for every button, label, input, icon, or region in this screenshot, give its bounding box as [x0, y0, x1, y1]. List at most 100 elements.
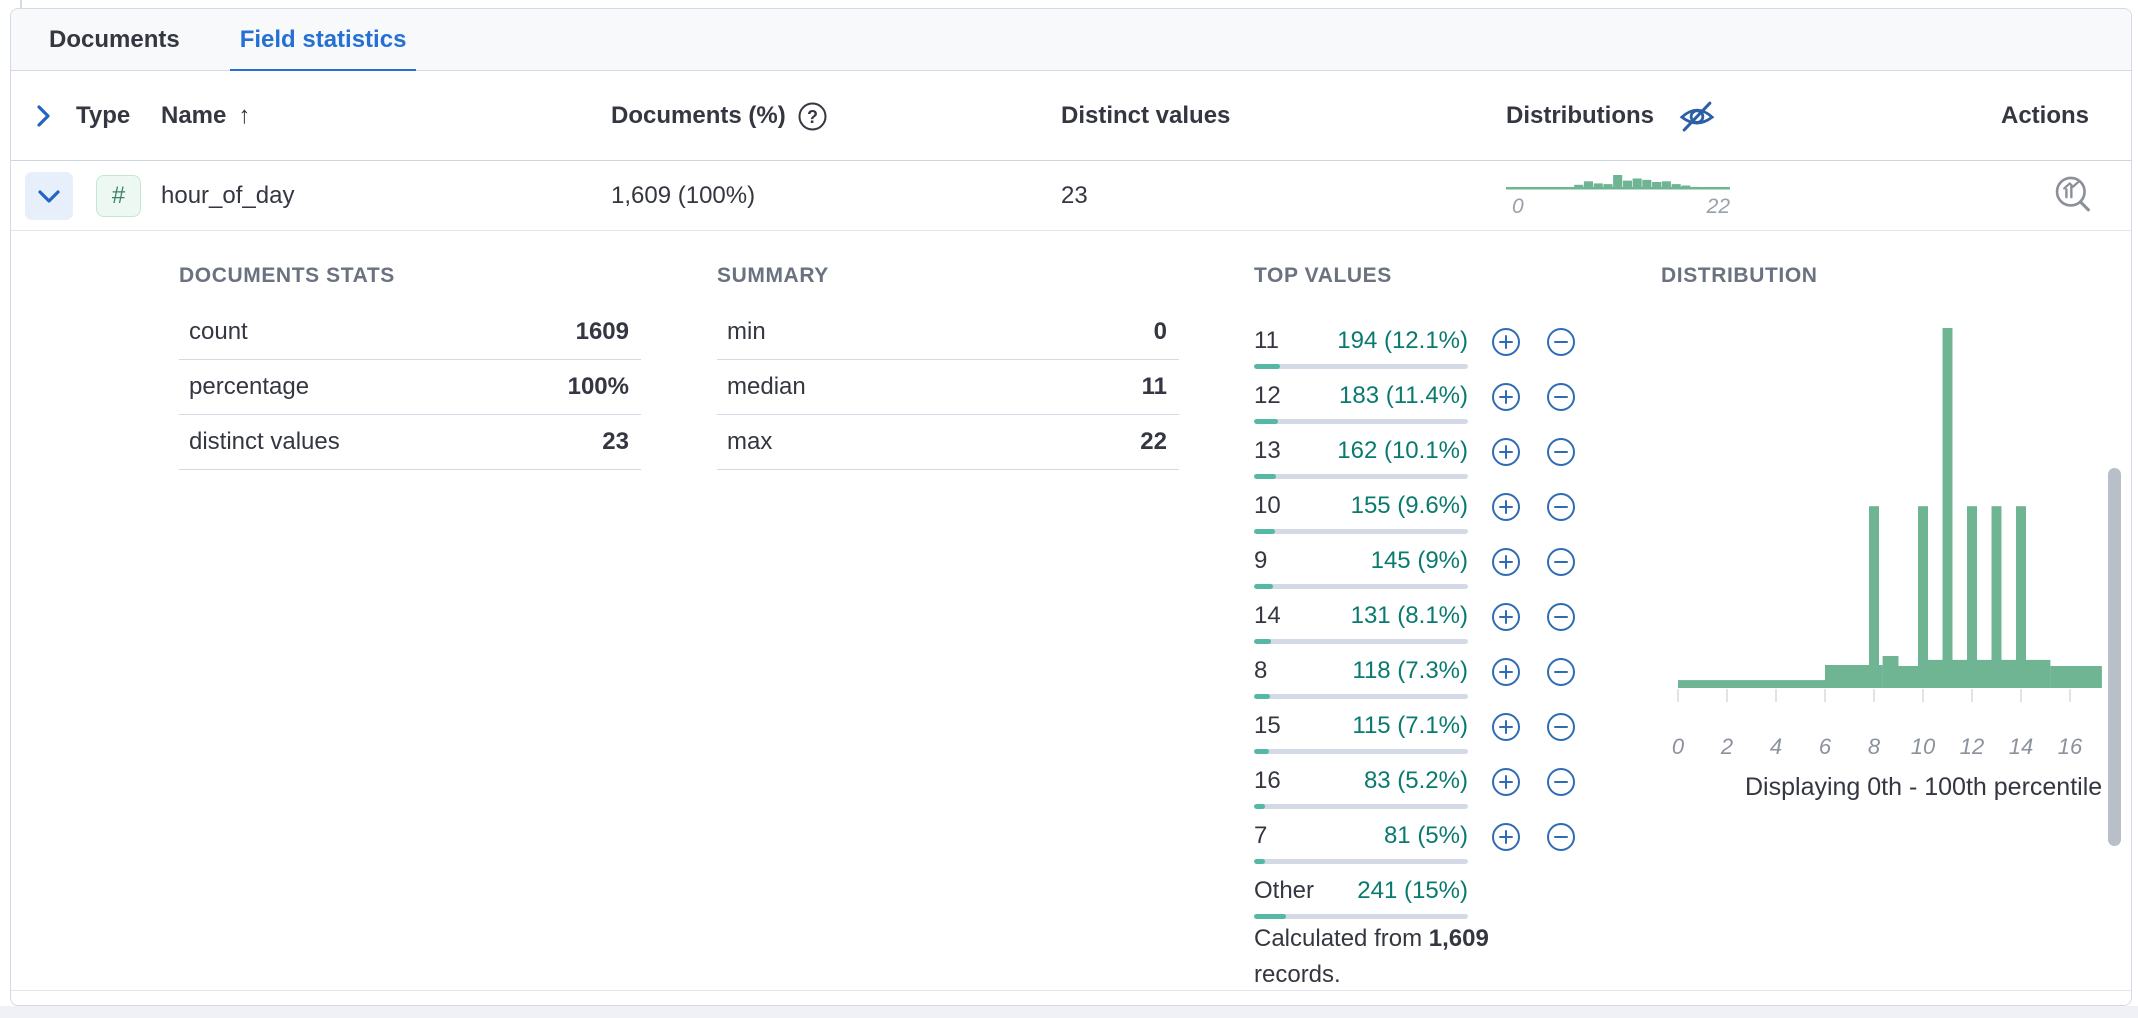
- filter-for-value-icon: [1492, 383, 1520, 411]
- top-value-row: 16 83 (5.2%): [1254, 766, 1468, 816]
- top-value-progress-track: [1254, 529, 1468, 534]
- filter-for-value-button[interactable]: [1491, 547, 1521, 577]
- field-statistics-panel: Documents Field statistics Type Name ↑ D…: [10, 8, 2132, 1006]
- filter-for-value-button[interactable]: [1491, 437, 1521, 467]
- top-value-progress-fill: [1254, 419, 1279, 424]
- top-value-progress-track: [1254, 639, 1468, 644]
- top-value-label: 16: [1254, 767, 1281, 794]
- top-value-progress-track: [1254, 584, 1468, 589]
- filter-out-value-icon: [1547, 328, 1575, 356]
- svg-text:2: 2: [1720, 734, 1733, 759]
- field-name: hour_of_day: [161, 182, 295, 209]
- top-value-count: 115 (7.1%): [1352, 712, 1468, 739]
- top-value-progress-track: [1254, 749, 1468, 754]
- field-distinct-values: 23: [1061, 182, 1088, 209]
- top-value-row: 13 162 (10.1%): [1254, 436, 1468, 486]
- top-value-count: 183 (11.4%): [1339, 382, 1468, 409]
- field-row-hour-of-day[interactable]: # hour_of_day 1,609 (100%) 23 0 22: [11, 161, 2131, 231]
- tab-field-statistics[interactable]: Field statistics: [229, 9, 417, 73]
- filter-for-value-button[interactable]: [1491, 712, 1521, 742]
- svg-text:14: 14: [2009, 734, 2033, 759]
- top-value-progress-fill: [1254, 529, 1275, 534]
- stats-value: 1609: [575, 318, 629, 345]
- top-value-label: 13: [1254, 437, 1281, 464]
- filter-out-value-button[interactable]: [1546, 547, 1576, 577]
- column-header-distributions-label: Distributions: [1506, 102, 1654, 129]
- svg-text:8: 8: [1868, 734, 1881, 759]
- field-mini-distribution: 0 22: [1506, 169, 1730, 231]
- stats-label: min: [727, 318, 766, 345]
- top-value-count: 145 (9%): [1370, 547, 1468, 574]
- filter-for-value-icon: [1492, 713, 1520, 741]
- filter-out-value-button[interactable]: [1546, 712, 1576, 742]
- top-value-progress-track: [1254, 859, 1468, 864]
- top-value-label: 14: [1254, 602, 1281, 629]
- svg-text:4: 4: [1770, 734, 1782, 759]
- field-details-expanded: DOCUMENTS STATS count 1609 percentage 100% d…: [11, 231, 2131, 991]
- top-value-label: 12: [1254, 382, 1281, 409]
- filter-for-value-button[interactable]: [1491, 657, 1521, 687]
- filter-for-value-button[interactable]: [1491, 822, 1521, 852]
- column-header-name-label: Name: [161, 102, 227, 129]
- explore-in-lens-button[interactable]: [2051, 173, 2095, 217]
- filter-out-value-icon: [1547, 603, 1575, 631]
- stats-row: min 0: [717, 305, 1179, 360]
- spark-min-label: 0: [1512, 195, 1524, 218]
- stats-value: 0: [1153, 318, 1167, 345]
- filter-out-value-button[interactable]: [1546, 822, 1576, 852]
- stats-value: 23: [602, 428, 629, 455]
- top-value-row: Other 241 (15%): [1254, 876, 1468, 926]
- expand-all-button[interactable]: [27, 71, 59, 161]
- chevron-down-icon: [38, 190, 60, 203]
- column-header-name[interactable]: Name ↑: [161, 71, 250, 161]
- filter-out-value-button[interactable]: [1546, 327, 1576, 357]
- filter-for-value-icon: [1492, 493, 1520, 521]
- filter-out-value-button[interactable]: [1546, 602, 1576, 632]
- footer-prefix: Calculated from: [1254, 925, 1429, 952]
- distribution-histogram: 0 2 4 6 8 10 12 14 16: [1672, 328, 2102, 759]
- filter-for-value-button[interactable]: [1491, 382, 1521, 412]
- top-value-label: 10: [1254, 492, 1281, 519]
- spark-max-label: 22: [1706, 195, 1730, 218]
- filter-out-value-button[interactable]: [1546, 382, 1576, 412]
- filter-out-value-button[interactable]: [1546, 657, 1576, 687]
- documents-stats-table: count 1609 percentage 100% distinct values 23: [179, 305, 641, 470]
- column-header-type: Type: [76, 102, 131, 129]
- filter-out-value-icon: [1547, 768, 1575, 796]
- collapse-row-button[interactable]: [25, 172, 73, 220]
- field-type-badge-number: #: [96, 175, 141, 217]
- hide-distributions-toggle[interactable]: [1676, 95, 1718, 137]
- stats-row: distinct values 23: [179, 415, 641, 470]
- help-icon[interactable]: ?: [796, 100, 829, 133]
- filter-for-value-button[interactable]: [1491, 492, 1521, 522]
- footer-record-count: 1,609: [1428, 925, 1489, 952]
- top-value-row: 9 145 (9%): [1254, 546, 1468, 596]
- column-header-documents-label: Documents (%): [611, 102, 786, 129]
- top-value-progress-track: [1254, 364, 1468, 369]
- filter-out-value-icon: [1547, 713, 1575, 741]
- vertical-scrollbar-thumb[interactable]: [2108, 468, 2121, 846]
- filter-for-value-button[interactable]: [1491, 767, 1521, 797]
- filter-for-value-icon: [1492, 328, 1520, 356]
- top-value-count: 162 (10.1%): [1337, 437, 1468, 464]
- column-header-documents: Documents (%) ?: [611, 71, 829, 161]
- tab-documents[interactable]: Documents: [49, 25, 180, 53]
- filter-for-value-button[interactable]: [1491, 602, 1521, 632]
- summary-title: SUMMARY: [717, 264, 829, 287]
- top-values-footer: Calculated from 1,609 records.: [1254, 921, 1506, 993]
- filter-out-value-button[interactable]: [1546, 492, 1576, 522]
- top-value-row: 7 81 (5%): [1254, 821, 1468, 871]
- distribution-caption: Displaying 0th - 100th percentiles: [1745, 773, 2102, 801]
- filter-out-value-icon: [1547, 493, 1575, 521]
- stats-label: count: [189, 318, 248, 345]
- filter-for-value-button[interactable]: [1491, 327, 1521, 357]
- filter-for-value-icon: [1492, 438, 1520, 466]
- lens-magnifier-chart-icon: [2055, 176, 2090, 212]
- top-value-count: 194 (12.1%): [1337, 327, 1468, 354]
- top-value-progress-fill: [1254, 694, 1270, 699]
- top-value-progress-fill: [1254, 804, 1266, 809]
- filter-out-value-button[interactable]: [1546, 437, 1576, 467]
- top-value-count: 81 (5%): [1383, 822, 1468, 849]
- filter-out-value-button[interactable]: [1546, 767, 1576, 797]
